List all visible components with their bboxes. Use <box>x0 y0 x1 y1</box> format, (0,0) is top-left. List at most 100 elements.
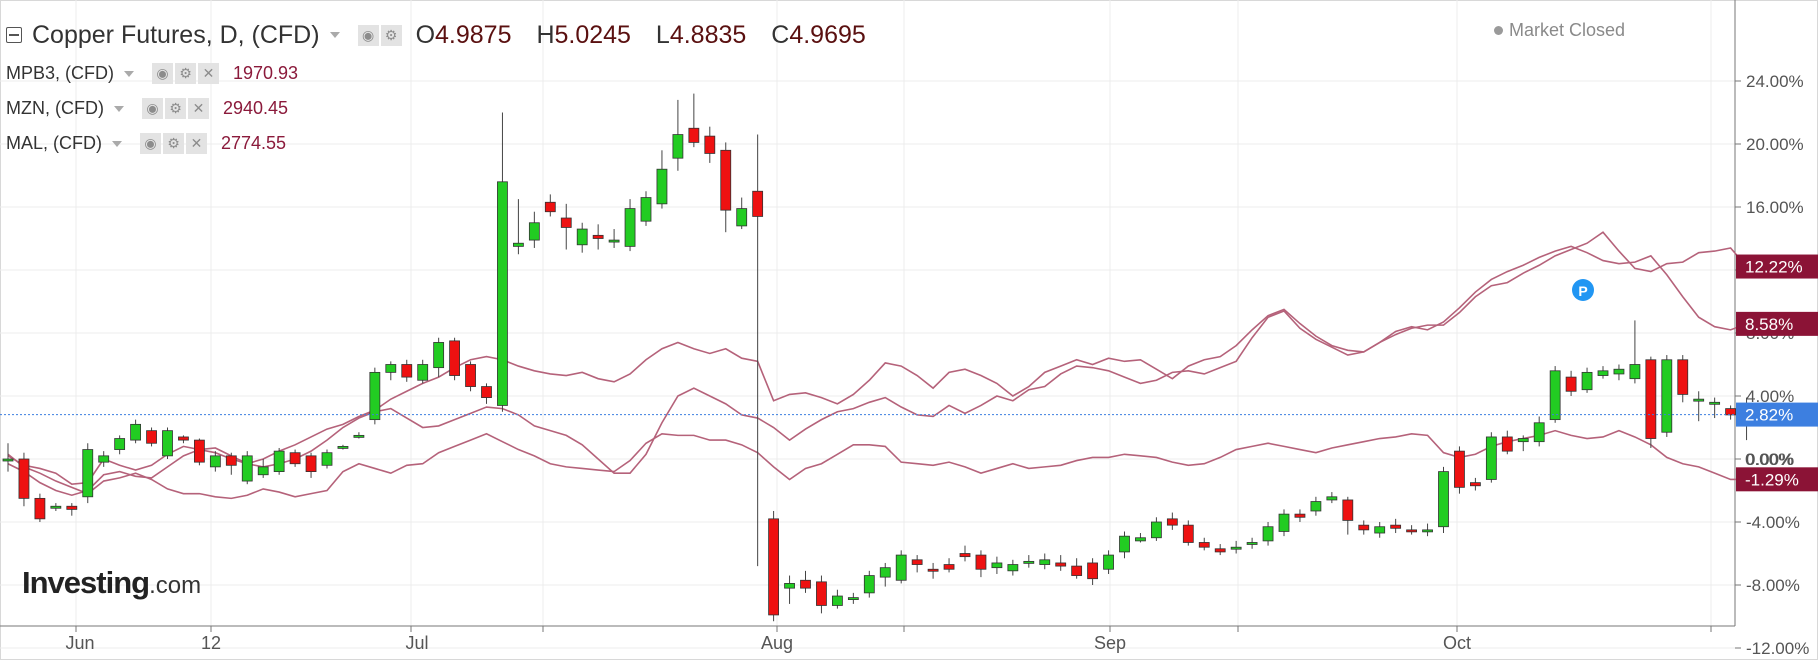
eye-icon[interactable]: ◉ <box>152 63 173 84</box>
eye-icon[interactable]: ◉ <box>140 133 161 154</box>
chevron-down-icon[interactable] <box>113 105 124 112</box>
compare-value: 2940.45 <box>222 98 289 118</box>
compare-symbol-label[interactable]: MAL, (CFD) <box>6 133 102 153</box>
candle-up <box>1246 542 1258 545</box>
candle-down <box>1342 499 1354 521</box>
candle-down <box>704 135 716 154</box>
p-marker-circle[interactable] <box>1572 279 1594 301</box>
price-badge <box>1736 402 1818 427</box>
candle-down <box>943 564 955 570</box>
candle-up <box>1310 501 1322 512</box>
candle-up <box>257 466 269 476</box>
candle-down <box>1645 359 1657 439</box>
candle-down <box>1454 450 1465 488</box>
market-status: Market Closed <box>1493 20 1625 41</box>
candle-down <box>449 340 461 376</box>
candle-up <box>640 197 652 222</box>
compare-series-line-0 <box>7 245 1747 486</box>
y-tick-label: 0.00% <box>1746 450 1794 469</box>
p-marker-label: P <box>1578 283 1587 299</box>
candle-down <box>927 568 939 572</box>
close-icon[interactable]: ✕ <box>198 63 219 84</box>
candle-up <box>1549 370 1561 421</box>
chevron-down-icon[interactable] <box>124 70 134 77</box>
price-badge-label: 2.82% <box>1745 406 1793 425</box>
eye-icon[interactable]: ◉ <box>357 24 379 46</box>
candle-down <box>193 439 205 463</box>
eye-icon[interactable]: ◉ <box>141 98 163 119</box>
candle-up <box>1278 513 1290 532</box>
candle-up <box>497 181 508 406</box>
market-status-label: Market Closed <box>1508 20 1625 40</box>
candle-down <box>560 217 572 228</box>
open-value: 4.9875 <box>435 20 512 49</box>
candle-up <box>1533 422 1545 443</box>
compare-legend-mal: MAL, (CFD) ◉ ⚙ ✕ 2774.55 <box>6 126 866 161</box>
x-tick-label: Aug <box>761 633 793 653</box>
gear-icon[interactable]: ⚙ <box>175 63 196 84</box>
candle-down <box>1501 436 1513 452</box>
gear-icon[interactable]: ⚙ <box>163 133 184 154</box>
compare-legend-mpb3: MPB3, (CFD) ◉ ⚙ ✕ 1970.93 <box>6 56 866 91</box>
candle-up <box>1597 370 1609 376</box>
candle-down <box>18 458 30 499</box>
gear-icon[interactable]: ⚙ <box>380 24 402 46</box>
candle-up <box>1629 364 1641 380</box>
candle-up <box>1230 546 1242 550</box>
compare-symbol-label[interactable]: MPB3, (CFD) <box>6 63 114 83</box>
high-label: H <box>536 20 555 49</box>
chevron-down-icon[interactable] <box>329 32 340 38</box>
candle-down <box>752 190 764 217</box>
main-legend: Copper Futures, D, (CFD) ◉ ⚙ O4.9875 H5.… <box>6 14 866 56</box>
candle-down <box>1725 408 1736 416</box>
candle-up <box>672 134 684 159</box>
candle-up <box>1613 368 1625 375</box>
candle-up <box>1023 560 1035 564</box>
price-badge-label: -1.29% <box>1745 470 1799 489</box>
compare-series-line-2 <box>7 429 1747 500</box>
x-tick-label: Oct <box>1443 633 1471 653</box>
candle-up <box>209 455 221 468</box>
compare-value: 1970.93 <box>233 63 299 83</box>
comparison-series <box>7 231 1748 500</box>
candle-up <box>624 208 636 247</box>
main-symbol-label[interactable]: Copper Futures, D, (CFD) <box>32 20 320 49</box>
gear-icon[interactable]: ⚙ <box>164 98 186 119</box>
compare-legend-mzn: MZN, (CFD) ◉ ⚙ ✕ 2940.45 <box>6 91 866 126</box>
candle-up <box>1151 521 1162 539</box>
candle-down <box>1390 524 1402 529</box>
candle-down <box>1294 513 1306 518</box>
candle-down <box>959 553 971 558</box>
y-tick-label: 16.00% <box>1746 198 1804 217</box>
candle-down <box>1406 529 1417 533</box>
candle-down <box>1198 542 1210 548</box>
compare-symbol-label[interactable]: MZN, (CFD) <box>6 98 104 118</box>
candle-up <box>1517 438 1529 443</box>
candle-down <box>66 505 78 510</box>
candle-up <box>1262 526 1274 542</box>
candle-down <box>178 436 189 441</box>
open-label: O <box>415 20 436 49</box>
candle-up <box>656 168 668 205</box>
candle-down <box>465 364 476 387</box>
candle-up <box>832 595 843 606</box>
candle-up <box>1709 401 1721 405</box>
close-icon[interactable]: ✕ <box>187 98 209 119</box>
collapse-legend-button[interactable] <box>6 27 22 43</box>
x-tick-label: 12 <box>201 633 221 653</box>
candle-down <box>720 149 732 211</box>
candle-up <box>82 449 94 498</box>
candle-up <box>528 222 540 241</box>
chevron-down-icon[interactable] <box>112 140 122 147</box>
candle-down <box>544 201 556 213</box>
low-value: 4.8835 <box>669 20 747 49</box>
candle-down <box>1470 482 1481 487</box>
candle-up <box>1661 359 1673 433</box>
candle-up <box>98 455 110 463</box>
p-marker-icon[interactable]: P <box>1572 279 1594 301</box>
price-badge <box>1736 311 1818 336</box>
candle-down <box>481 386 492 398</box>
close-icon[interactable]: ✕ <box>186 133 207 154</box>
candle-up <box>1581 371 1593 391</box>
